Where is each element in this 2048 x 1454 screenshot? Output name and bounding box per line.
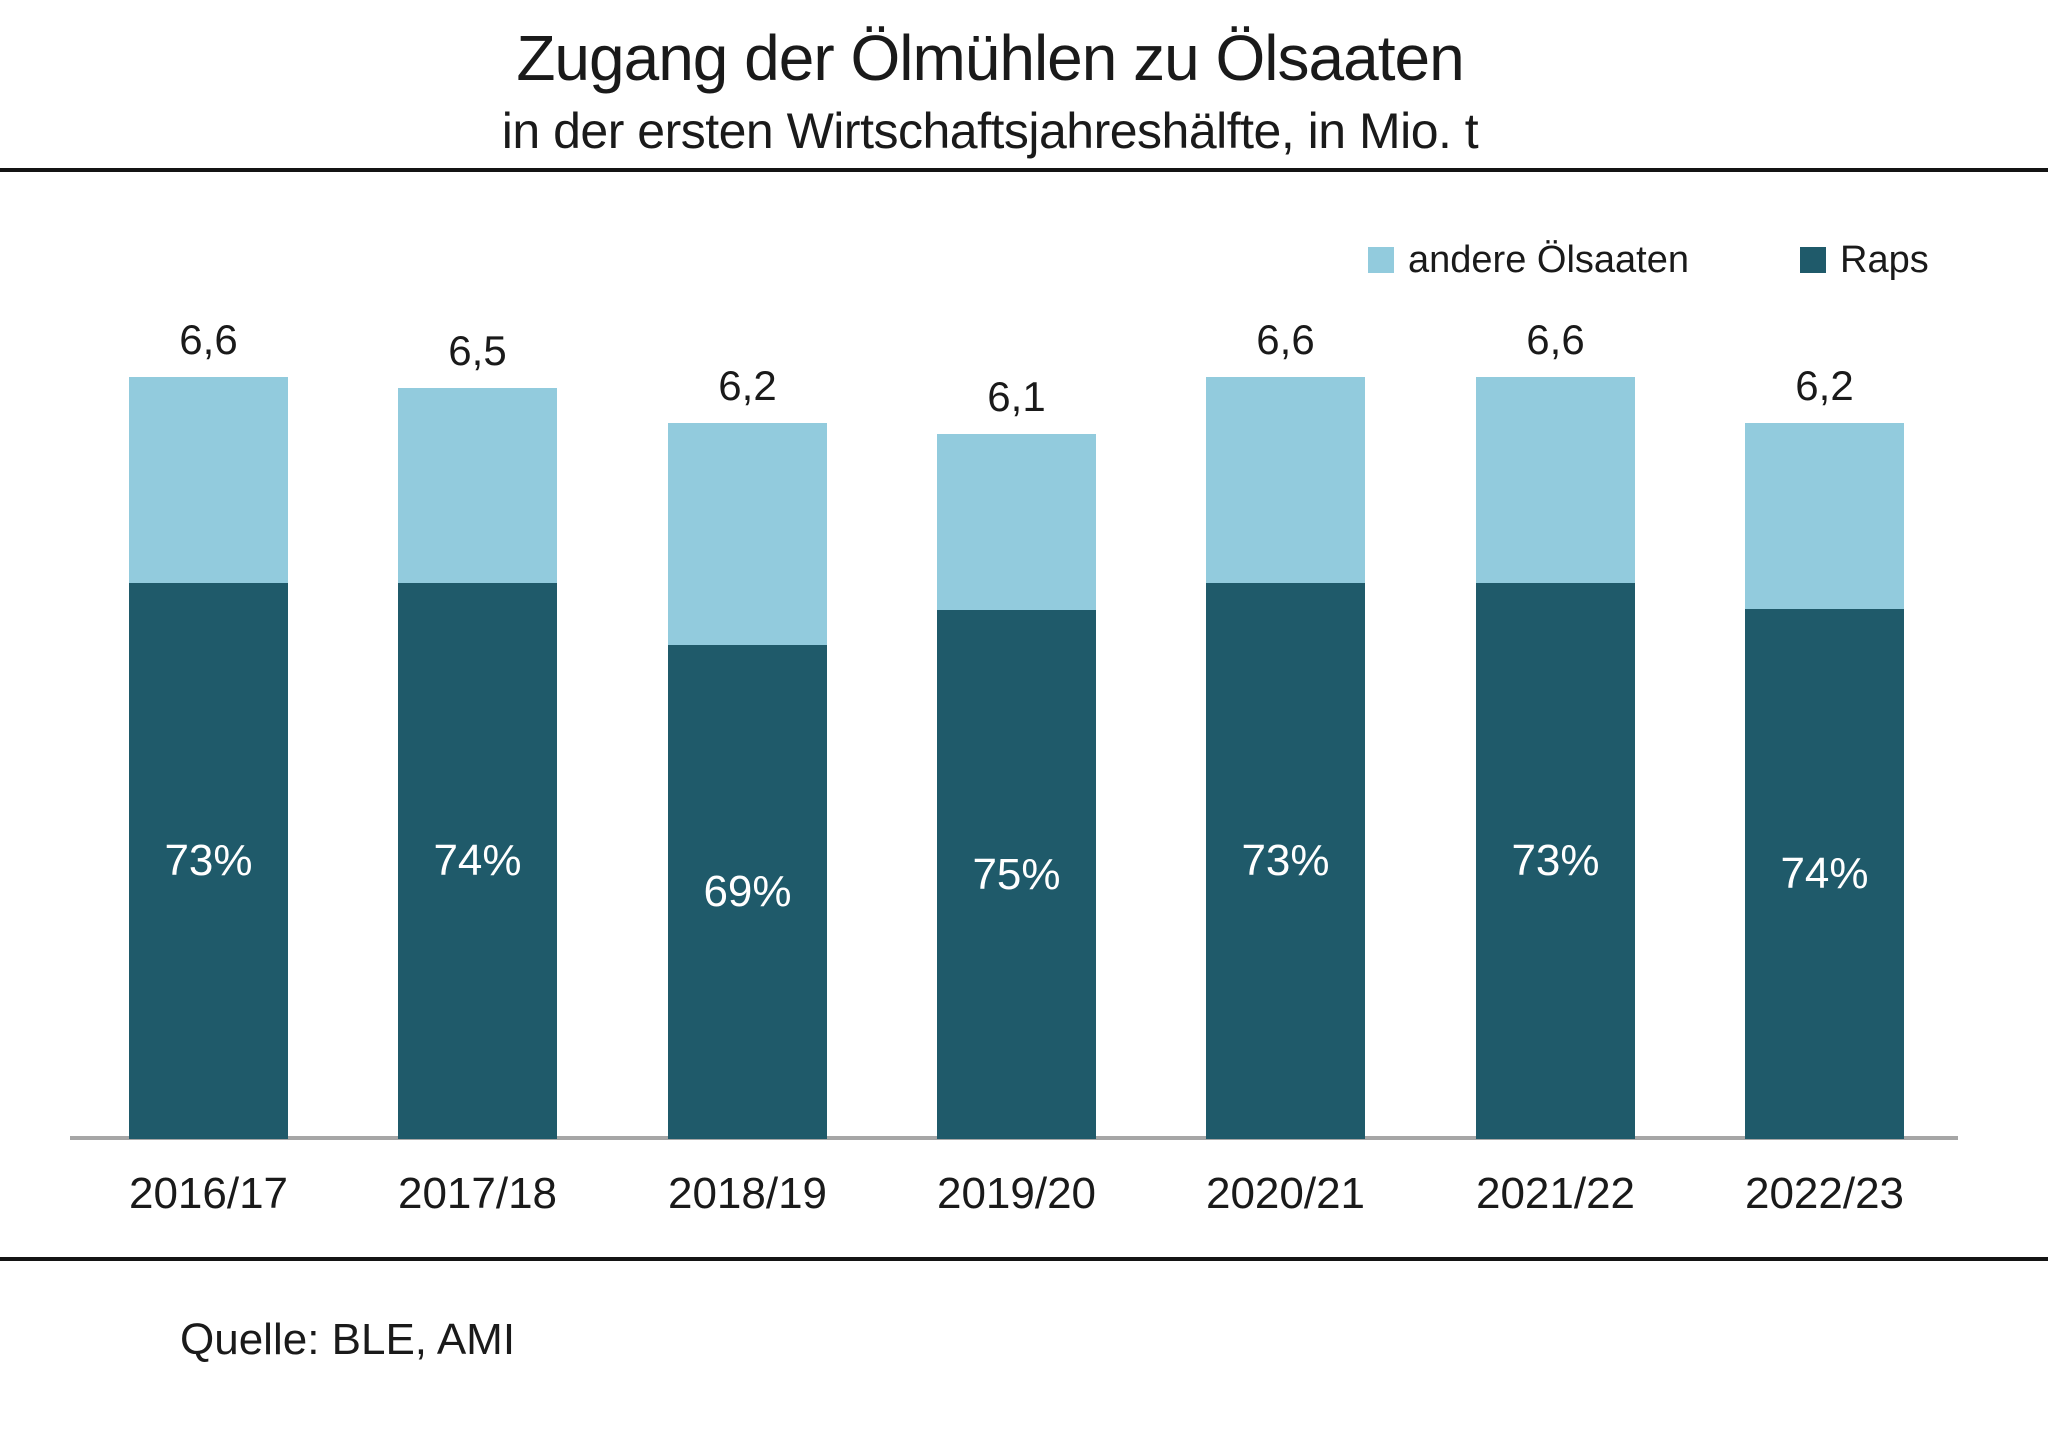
raps-share-label: 73% xyxy=(1511,836,1600,885)
bar-segment-raps: 73% xyxy=(1476,583,1635,1139)
bar-segment-andere-oelsaaten xyxy=(937,434,1096,610)
bar-total-label: 6,6 xyxy=(179,316,238,363)
x-axis-label: 2022/23 xyxy=(1744,1169,1905,1218)
x-axis-label: 2021/22 xyxy=(1475,1169,1636,1218)
legend-label-andere-oelsaaten: andere Ölsaaten xyxy=(1408,238,1689,281)
source-note: Quelle: BLE, AMI xyxy=(180,1315,516,1364)
bar-segment-raps: 74% xyxy=(1745,609,1904,1139)
bar-group: 6,2 69% xyxy=(668,365,827,1139)
bar-total-label: 6,6 xyxy=(1256,316,1315,363)
legend-entry-andere-oelsaaten: andere Ölsaaten xyxy=(1368,239,1689,281)
x-axis-label: 2017/18 xyxy=(397,1169,558,1218)
bar-segment-andere-oelsaaten xyxy=(1206,377,1365,583)
raps-share-label: 74% xyxy=(433,836,522,885)
x-axis-label: 2019/20 xyxy=(936,1169,1097,1218)
chart-subtitle: in der ersten Wirtschaftsjahreshälfte, i… xyxy=(501,103,1479,159)
bar-segment-raps: 74% xyxy=(398,583,557,1139)
bar-segment-andere-oelsaaten xyxy=(668,423,827,645)
bar-segment-andere-oelsaaten xyxy=(129,377,288,583)
bar-group: 6,6 73% xyxy=(1206,319,1365,1139)
raps-share-label: 74% xyxy=(1780,849,1869,898)
bar-total-label: 6,5 xyxy=(448,327,507,374)
legend-label-raps: Raps xyxy=(1840,238,1929,281)
bar-total-label: 6,2 xyxy=(718,362,777,409)
bar-segment-andere-oelsaaten xyxy=(1476,377,1635,583)
bar-segment-raps: 69% xyxy=(668,645,827,1139)
legend-swatch-raps-icon xyxy=(1800,247,1826,273)
bottom-divider xyxy=(0,1257,2048,1261)
legend-entry-raps: Raps xyxy=(1800,239,1929,281)
raps-share-label: 69% xyxy=(703,867,792,916)
bar-group: 6,6 73% xyxy=(129,319,288,1139)
bar-segment-andere-oelsaaten xyxy=(398,388,557,583)
raps-share-label: 73% xyxy=(164,836,253,885)
chart-title: Zugang der Ölmühlen zu Ölsaaten xyxy=(516,22,1464,94)
bar-total-label: 6,2 xyxy=(1795,362,1854,409)
bar-segment-raps: 75% xyxy=(937,610,1096,1139)
top-divider xyxy=(0,168,2048,172)
bar-group: 6,2 74% xyxy=(1745,365,1904,1139)
bar-total-label: 6,1 xyxy=(987,373,1046,420)
bar-segment-andere-oelsaaten xyxy=(1745,423,1904,609)
bar-segment-raps: 73% xyxy=(1206,583,1365,1139)
x-axis-label: 2018/19 xyxy=(667,1169,828,1218)
raps-share-label: 73% xyxy=(1241,836,1330,885)
bar-group: 6,5 74% xyxy=(398,330,557,1139)
x-axis-label: 2016/17 xyxy=(128,1169,289,1218)
bar-segment-raps: 73% xyxy=(129,583,288,1139)
bar-group: 6,6 73% xyxy=(1476,319,1635,1139)
raps-share-label: 75% xyxy=(972,849,1061,899)
bar-total-label: 6,6 xyxy=(1526,316,1585,363)
x-axis-label: 2020/21 xyxy=(1205,1169,1366,1218)
bar-group: 6,1 75% xyxy=(937,376,1096,1139)
legend-swatch-andere-oelsaaten-icon xyxy=(1368,247,1394,273)
